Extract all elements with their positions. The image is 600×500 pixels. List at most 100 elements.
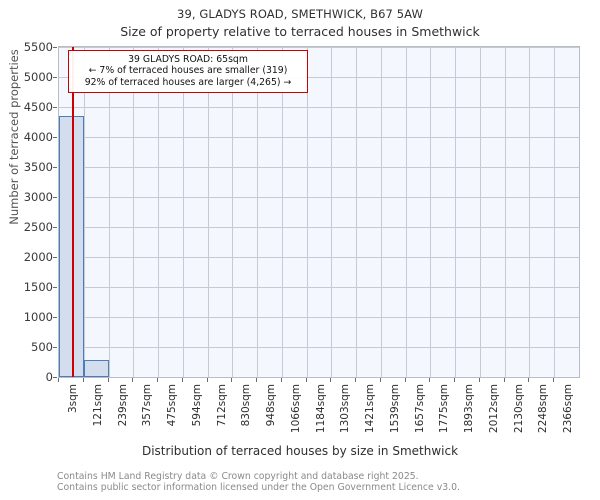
grid-line-horizontal	[59, 317, 579, 318]
x-axis-tick-label: 1421sqm	[364, 384, 376, 434]
grid-lines	[59, 47, 579, 377]
x-axis-tick-label: 948sqm	[265, 384, 277, 427]
x-axis-tick-label: 594sqm	[191, 384, 203, 427]
grid-line-horizontal	[59, 227, 579, 228]
plot-area	[58, 46, 580, 378]
x-axis-tick-mark	[380, 378, 381, 382]
grid-line-horizontal	[59, 47, 579, 48]
grid-line-vertical	[257, 47, 258, 377]
grid-line-vertical	[109, 47, 110, 377]
x-axis-tick-label: 2248sqm	[537, 384, 549, 434]
grid-line-vertical	[282, 47, 283, 377]
x-axis-tick-label: 239sqm	[117, 384, 129, 427]
grid-line-vertical	[455, 47, 456, 377]
x-axis-tick-label: 357sqm	[141, 384, 153, 427]
grid-line-vertical	[529, 47, 530, 377]
grid-line-vertical	[554, 47, 555, 377]
y-axis-tick-label: 4000	[23, 130, 53, 144]
x-axis-tick-label: 2366sqm	[562, 384, 574, 434]
chart-title-address: 39, GLADYS ROAD, SMETHWICK, B67 5AW	[177, 7, 423, 21]
x-axis-tick-mark	[330, 378, 331, 382]
y-axis-label: Number of terraced properties	[7, 49, 21, 225]
y-axis-tick-label: 1500	[23, 280, 53, 294]
annotation-line-1: 39 GLADYS ROAD: 65sqm	[128, 54, 248, 65]
x-axis-tick-label: 2012sqm	[488, 384, 500, 434]
x-axis-tick-label: 3sqm	[67, 384, 79, 414]
x-axis-tick-mark	[454, 378, 455, 382]
y-axis-tick-label: 3000	[23, 190, 53, 204]
x-axis-tick-mark	[207, 378, 208, 382]
grid-line-horizontal	[59, 77, 579, 78]
x-axis-tick-mark	[157, 378, 158, 382]
x-axis-tick-mark	[182, 378, 183, 382]
grid-line-horizontal	[59, 197, 579, 198]
attribution-footer: Contains HM Land Registry data © Crown c…	[57, 471, 597, 493]
x-axis-tick-mark	[479, 378, 480, 382]
x-axis-tick-mark	[83, 378, 84, 382]
y-axis-tick-label: 0	[45, 370, 53, 384]
grid-line-vertical	[133, 47, 134, 377]
x-axis-tick-label: 1775sqm	[438, 384, 450, 434]
y-axis-tick-mark	[53, 167, 57, 168]
x-axis-tick-mark	[306, 378, 307, 382]
y-axis-tick-mark	[53, 287, 57, 288]
x-axis-tick-mark	[429, 378, 430, 382]
grid-line-horizontal	[59, 107, 579, 108]
grid-line-vertical	[381, 47, 382, 377]
x-axis-label: Distribution of terraced houses by size …	[141, 444, 459, 458]
x-axis-tick-mark	[281, 378, 282, 382]
x-axis-tick-mark	[58, 378, 59, 382]
grid-line-horizontal	[59, 167, 579, 168]
chart-title-subtitle: Size of property relative to terraced ho…	[120, 24, 480, 39]
annotation-line-2: ← 7% of terraced houses are smaller (319…	[88, 65, 288, 77]
grid-line-vertical	[331, 47, 332, 377]
x-axis-tick-label: 2130sqm	[513, 384, 525, 434]
x-axis-tick-label: 1539sqm	[389, 384, 401, 434]
bar	[84, 360, 109, 377]
y-axis-tick-mark	[53, 197, 57, 198]
grid-line-vertical	[84, 47, 85, 377]
y-axis-tick-mark	[53, 317, 57, 318]
x-axis-tick-label: 1657sqm	[414, 384, 426, 434]
y-axis-tick-mark	[53, 107, 57, 108]
x-axis-tick-label: 475sqm	[166, 384, 178, 427]
annotation-line-3: 92% of terraced houses are larger (4,265…	[84, 76, 292, 88]
y-axis-tick-label: 500	[31, 340, 53, 354]
x-axis-tick-label: 830sqm	[240, 384, 252, 427]
y-axis-tick-label: 3500	[23, 160, 53, 174]
x-axis-tick-label: 121sqm	[92, 384, 104, 427]
y-axis-tick-label: 1000	[23, 310, 53, 324]
x-axis-tick-label: 1066sqm	[290, 384, 302, 434]
x-axis-tick-mark	[528, 378, 529, 382]
footer-line-2: Contains public sector information licen…	[57, 482, 460, 493]
grid-line-vertical	[307, 47, 308, 377]
x-axis-tick-mark	[355, 378, 356, 382]
y-axis-tick-mark	[53, 257, 57, 258]
property-annotation-box: 39 GLADYS ROAD: 65sqm ← 7% of terraced h…	[68, 50, 308, 94]
x-axis-tick-label: 1184sqm	[315, 384, 327, 434]
y-axis-tick-label: 4500	[23, 100, 53, 114]
y-axis-ticks: 0 500 1000 1500 2000 2500 3000 3500 4000 4500 5000…	[0, 40, 57, 384]
grid-line-vertical	[183, 47, 184, 377]
x-axis-ticks: 3sqm 121sqm 239sqm 357sqm 475sqm 594sqm 712sqm…	[58, 378, 580, 478]
x-axis-tick-mark	[504, 378, 505, 382]
x-axis-tick-mark	[256, 378, 257, 382]
grid-line-vertical	[158, 47, 159, 377]
y-axis-tick-label: 2000	[23, 250, 53, 264]
grid-line-horizontal	[59, 287, 579, 288]
y-axis-tick-mark	[53, 47, 57, 48]
x-axis-tick-label: 1303sqm	[339, 384, 351, 434]
grid-line-vertical	[505, 47, 506, 377]
footer-line-1: Contains HM Land Registry data © Crown c…	[57, 471, 419, 482]
grid-line-vertical	[480, 47, 481, 377]
x-axis-tick-mark	[231, 378, 232, 382]
y-axis-tick-mark	[53, 137, 57, 138]
grid-line-horizontal	[59, 257, 579, 258]
grid-line-horizontal	[59, 137, 579, 138]
y-axis-tick-mark	[53, 347, 57, 348]
grid-line-vertical	[430, 47, 431, 377]
grid-line-vertical	[208, 47, 209, 377]
y-axis-tick-mark	[53, 377, 57, 378]
grid-line-vertical	[356, 47, 357, 377]
